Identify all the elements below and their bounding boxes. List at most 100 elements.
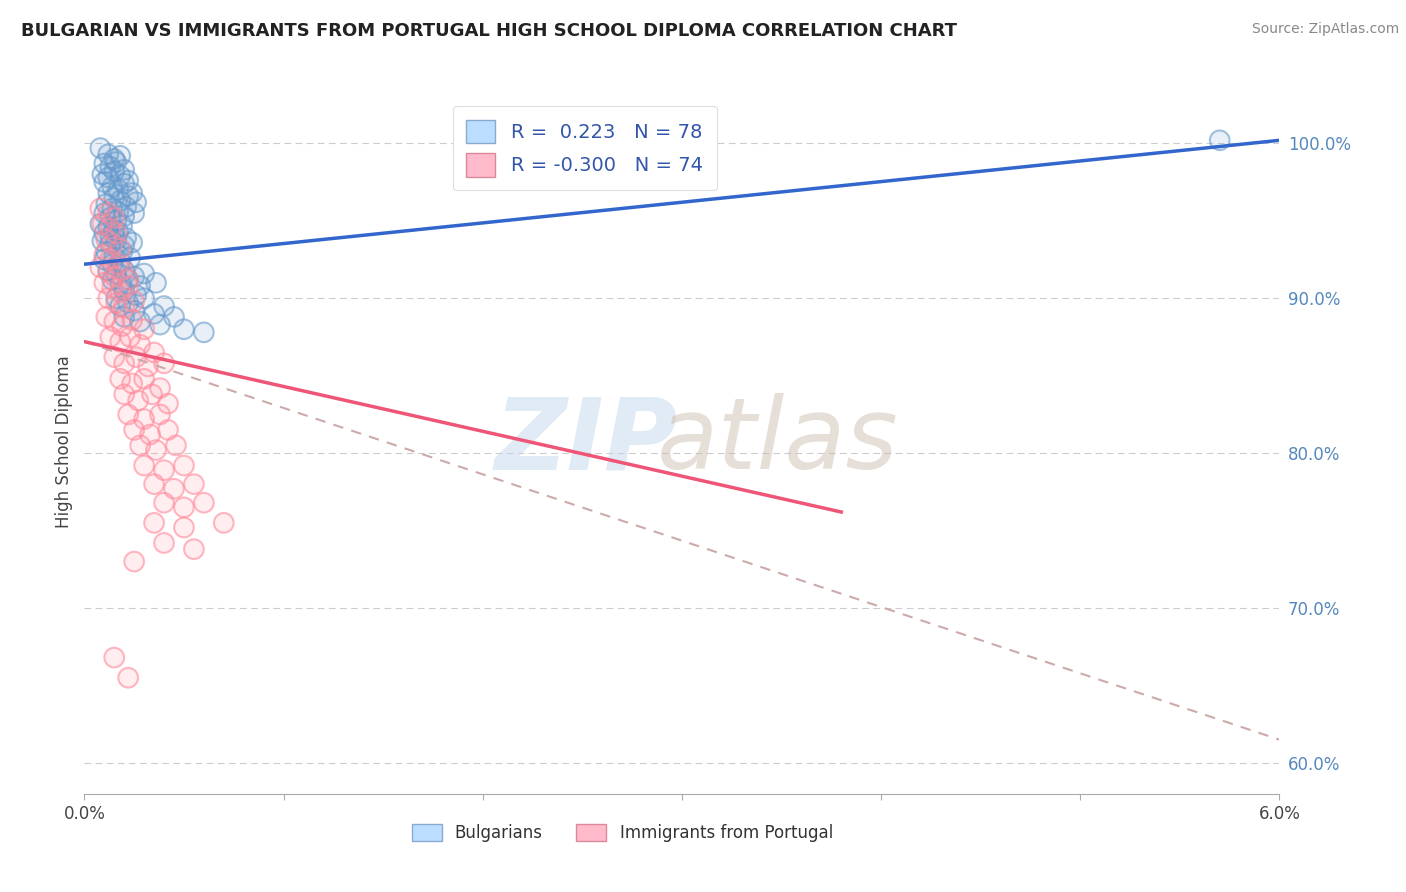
Point bbox=[125, 288, 148, 302]
Point bbox=[112, 387, 135, 401]
Point bbox=[129, 314, 152, 328]
Point bbox=[125, 350, 148, 364]
Text: atlas: atlas bbox=[657, 393, 898, 490]
Point bbox=[103, 211, 125, 225]
Point bbox=[141, 387, 163, 401]
Point bbox=[101, 202, 124, 216]
Point bbox=[103, 211, 125, 225]
Point bbox=[173, 322, 195, 336]
Point bbox=[91, 217, 114, 231]
Point bbox=[107, 183, 129, 197]
Point bbox=[117, 408, 139, 422]
Point bbox=[96, 232, 118, 246]
Point bbox=[117, 671, 139, 685]
Point bbox=[112, 177, 135, 191]
Point bbox=[112, 238, 135, 252]
Point bbox=[110, 194, 132, 208]
Point bbox=[103, 650, 125, 665]
Point bbox=[101, 273, 124, 287]
Point bbox=[103, 191, 125, 205]
Point bbox=[122, 555, 145, 569]
Point bbox=[149, 381, 172, 395]
Point bbox=[122, 206, 145, 220]
Point bbox=[122, 294, 145, 309]
Point bbox=[93, 175, 115, 189]
Point bbox=[111, 319, 134, 334]
Point bbox=[163, 310, 186, 324]
Point bbox=[91, 234, 114, 248]
Point bbox=[153, 496, 176, 510]
Point bbox=[110, 372, 132, 386]
Point bbox=[112, 177, 135, 191]
Point bbox=[105, 226, 128, 240]
Point bbox=[98, 252, 121, 267]
Point bbox=[117, 189, 139, 203]
Point bbox=[120, 330, 142, 344]
Point bbox=[149, 318, 172, 332]
Point bbox=[112, 162, 135, 177]
Point bbox=[110, 299, 132, 313]
Point bbox=[121, 313, 143, 327]
Point bbox=[101, 257, 124, 271]
Point bbox=[173, 500, 195, 515]
Point bbox=[105, 155, 128, 169]
Point bbox=[143, 307, 166, 321]
Point bbox=[98, 211, 121, 225]
Point bbox=[103, 164, 125, 178]
Point bbox=[96, 244, 118, 259]
Point bbox=[97, 186, 120, 200]
Point bbox=[112, 162, 135, 177]
Point bbox=[122, 555, 145, 569]
Point bbox=[122, 303, 145, 318]
Point bbox=[145, 276, 167, 290]
Point bbox=[96, 244, 118, 259]
Point bbox=[129, 279, 152, 293]
Point bbox=[101, 280, 124, 294]
Point bbox=[96, 196, 118, 211]
Point bbox=[115, 200, 138, 214]
Point bbox=[111, 219, 134, 233]
Point bbox=[98, 229, 121, 244]
Point bbox=[103, 191, 125, 205]
Point bbox=[105, 214, 128, 228]
Point bbox=[110, 169, 132, 183]
Point bbox=[117, 273, 139, 287]
Point bbox=[157, 396, 180, 410]
Point bbox=[165, 438, 187, 452]
Point bbox=[163, 482, 186, 496]
Point bbox=[93, 226, 115, 240]
Point bbox=[91, 234, 114, 248]
Point bbox=[183, 477, 205, 491]
Point bbox=[117, 296, 139, 310]
Point bbox=[132, 372, 156, 386]
Point bbox=[125, 195, 148, 210]
Legend: Bulgarians, Immigrants from Portugal: Bulgarians, Immigrants from Portugal bbox=[405, 817, 839, 849]
Point bbox=[96, 310, 118, 324]
Point bbox=[110, 285, 132, 299]
Point bbox=[121, 376, 143, 391]
Point bbox=[101, 273, 124, 287]
Point bbox=[110, 194, 132, 208]
Point bbox=[153, 356, 176, 370]
Point bbox=[165, 438, 187, 452]
Point bbox=[103, 650, 125, 665]
Point bbox=[136, 359, 159, 374]
Point bbox=[145, 276, 167, 290]
Point bbox=[122, 269, 145, 284]
Point bbox=[105, 267, 128, 281]
Point bbox=[139, 427, 162, 442]
Point bbox=[107, 225, 129, 239]
Point bbox=[153, 356, 176, 370]
Point bbox=[110, 276, 132, 290]
Point bbox=[132, 322, 156, 336]
Point bbox=[93, 175, 115, 189]
Point bbox=[110, 299, 132, 313]
Point bbox=[97, 147, 120, 161]
Point bbox=[143, 516, 166, 530]
Point bbox=[105, 226, 128, 240]
Point bbox=[212, 516, 235, 530]
Point bbox=[105, 296, 128, 310]
Point bbox=[103, 269, 125, 284]
Point bbox=[125, 350, 148, 364]
Point bbox=[103, 269, 125, 284]
